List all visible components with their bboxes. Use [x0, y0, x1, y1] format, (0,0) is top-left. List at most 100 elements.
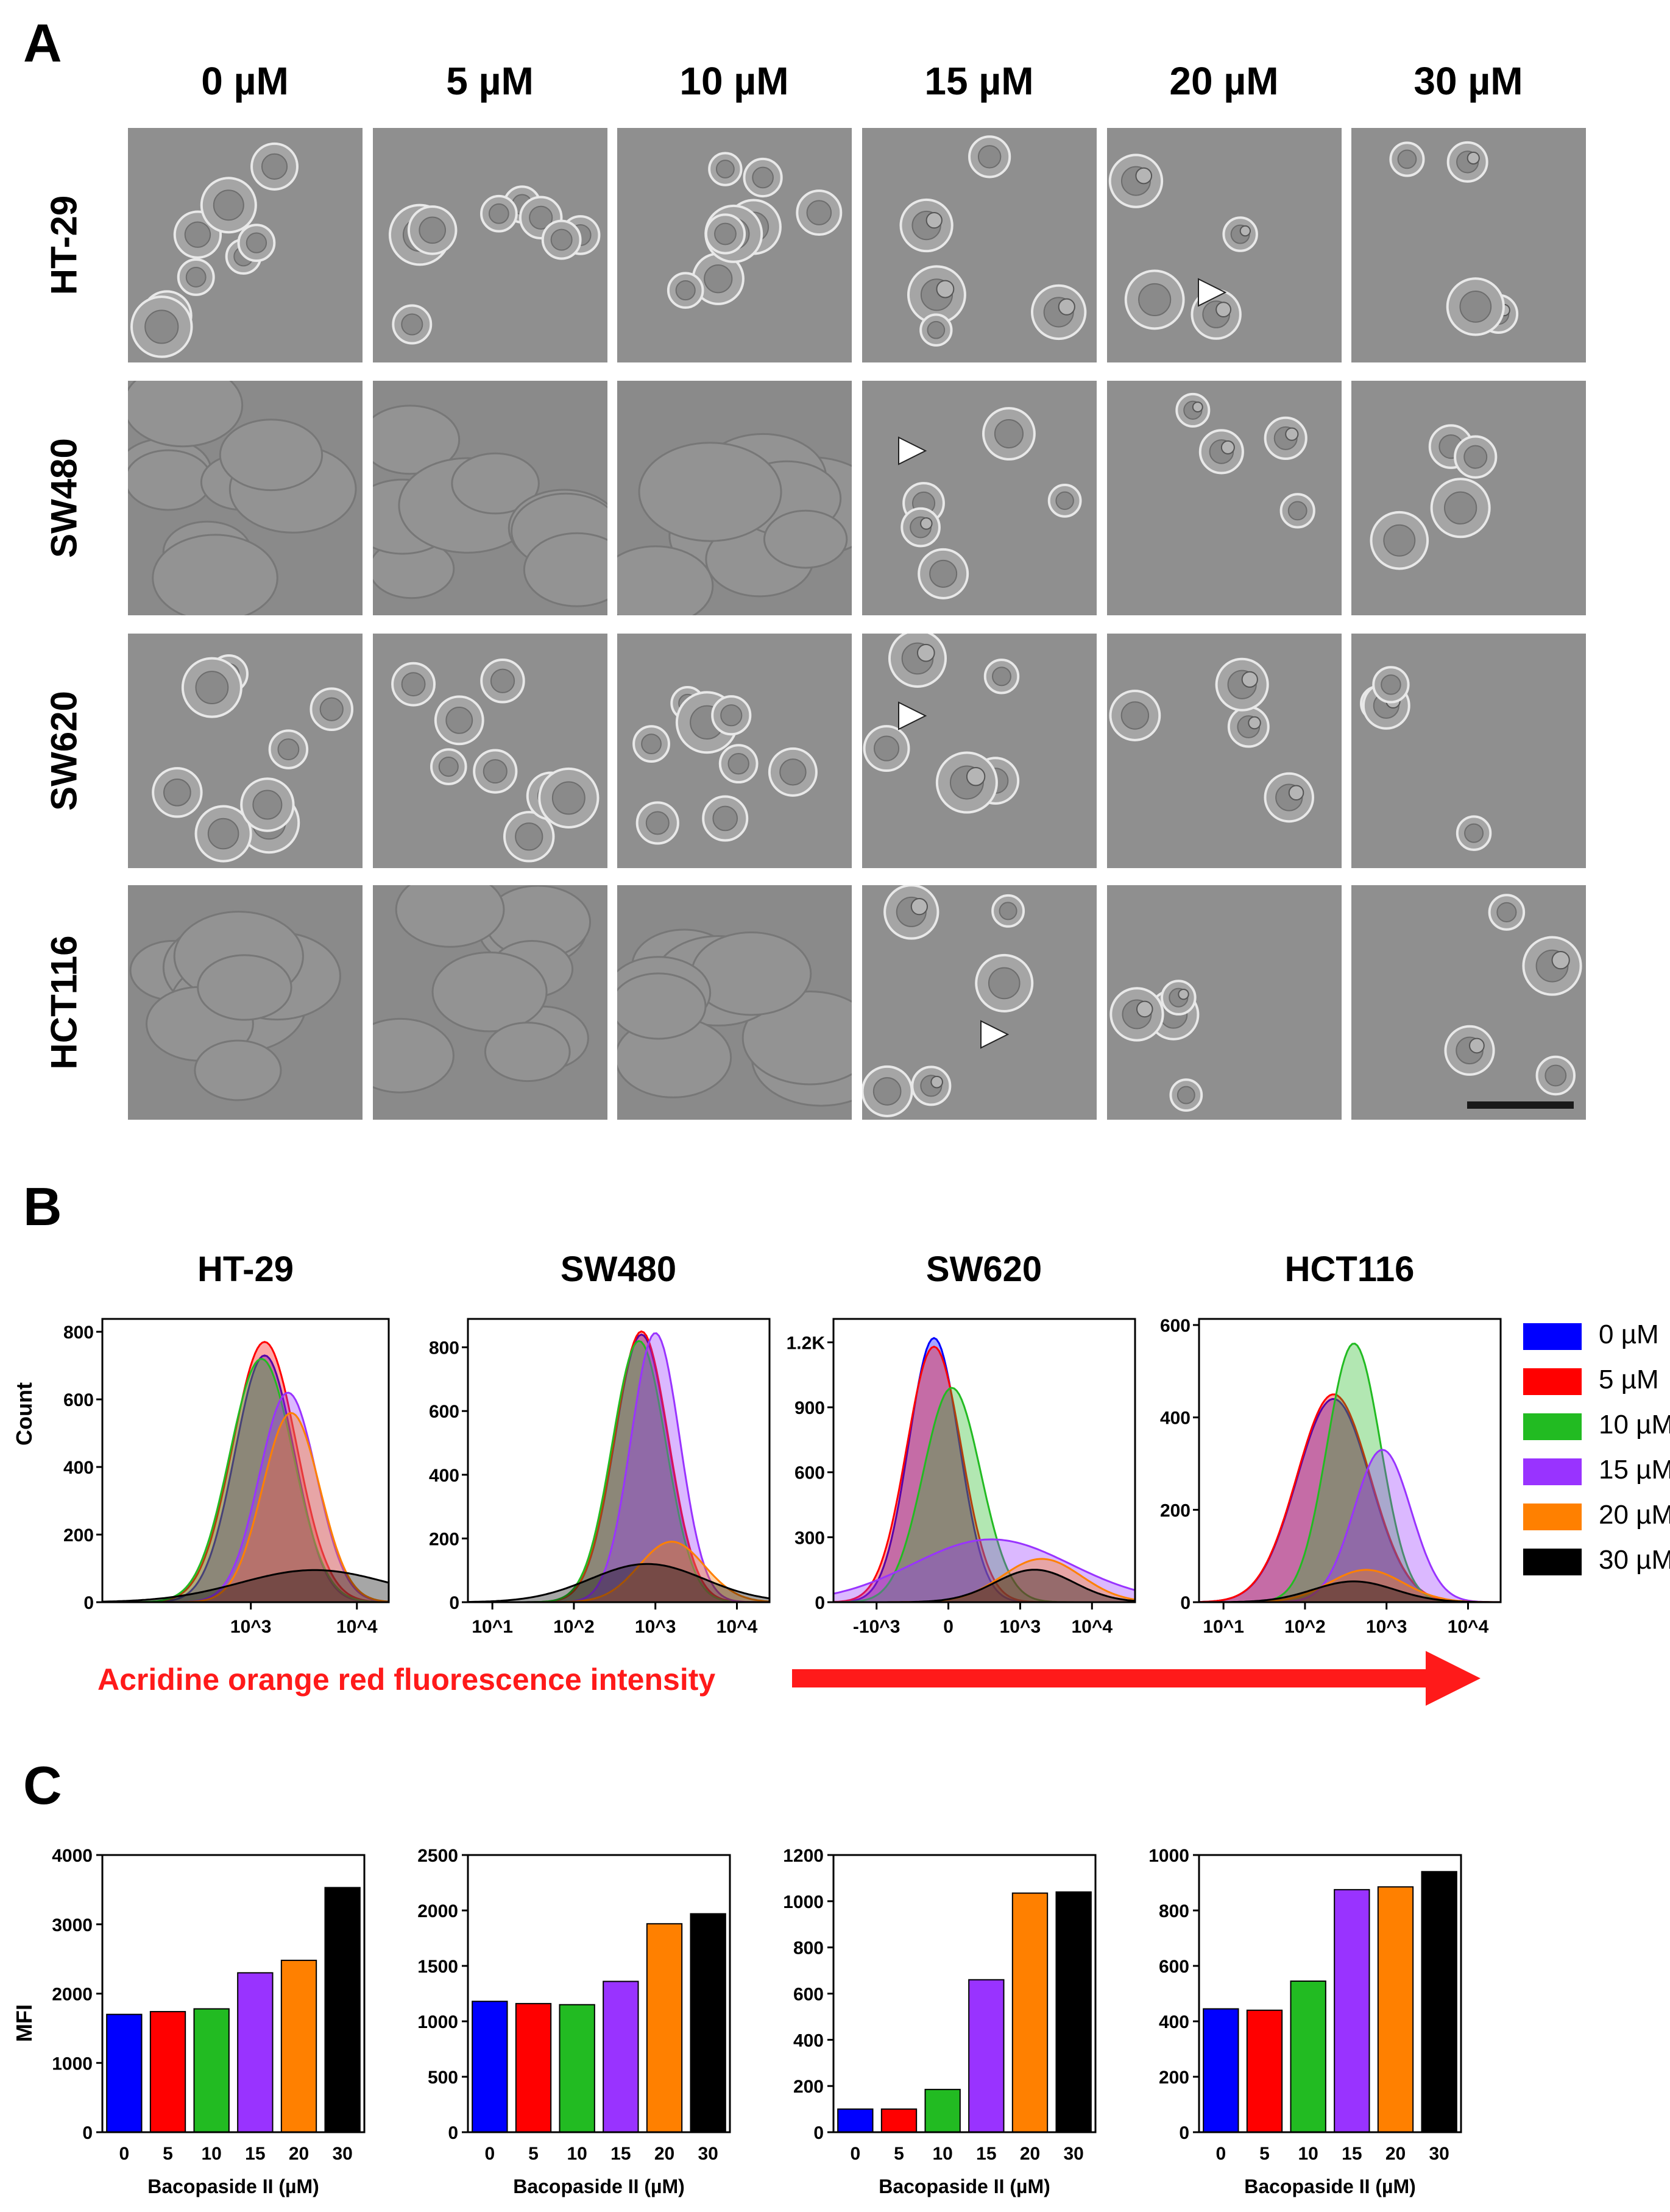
cell-nucleus	[712, 805, 738, 832]
y-tick-label: 1000	[52, 2054, 93, 2074]
micrograph-image	[617, 885, 852, 1120]
x-tick-label: 10^4	[1071, 1617, 1113, 1637]
cell-body	[152, 534, 278, 615]
arrowhead-marker	[980, 1020, 1010, 1049]
x-tick-label: 0	[850, 2144, 860, 2164]
y-tick-label: 1000	[1148, 1846, 1189, 1866]
panel-b-letter: B	[23, 1176, 62, 1237]
micrograph-image	[617, 381, 852, 615]
vacuole	[1215, 302, 1231, 318]
cell-nucleus	[872, 1077, 902, 1106]
y-tick-label: 0	[1179, 2123, 1189, 2143]
x-tick-label: 10^1	[1203, 1617, 1244, 1637]
y-tick-label: 400	[1160, 1408, 1191, 1429]
micrograph-tile	[373, 381, 607, 615]
micrograph-tile	[373, 885, 607, 1120]
micrograph-tile	[373, 128, 607, 362]
micrograph-image	[128, 885, 363, 1120]
x-tick-label: 30	[1429, 2144, 1449, 2164]
histogram-frame	[1198, 1318, 1502, 1603]
cell-nucleus	[252, 790, 283, 820]
histogram-plot: 0 200 400 600 800 10^1 10^2 10^3 10^4	[429, 1318, 771, 1637]
vacuole	[936, 280, 955, 299]
cell-line-label: HT-29	[43, 195, 85, 295]
bar-x-axis-label: Bacopaside II (µM)	[513, 2175, 685, 2197]
micrograph-tile	[1107, 885, 1342, 1120]
cell-nucleus	[401, 672, 426, 697]
x-tick-label: 20	[1020, 2144, 1040, 2164]
y-tick-label: 600	[794, 1463, 825, 1483]
micrograph-tile	[1107, 381, 1342, 615]
fluorescence-arrow-head	[1426, 1651, 1481, 1706]
cell-nucleus	[144, 309, 179, 344]
x-tick-label: -10^3	[853, 1617, 900, 1637]
y-tick-label: 0	[449, 1593, 459, 1613]
vacuole	[1178, 988, 1189, 1000]
y-tick-label: 800	[793, 1938, 824, 1959]
cell-body	[373, 1017, 455, 1094]
bar-chart-frame	[832, 1854, 1097, 2133]
micrograph-tile	[617, 634, 852, 868]
y-tick-label: 2000	[52, 1985, 93, 2005]
vacuole	[1288, 785, 1304, 800]
cell-nucleus	[184, 221, 211, 248]
micrograph-tile	[617, 885, 852, 1120]
cell-nucleus	[550, 228, 573, 251]
vacuole	[1248, 716, 1261, 730]
y-tick-label: 600	[1160, 1316, 1191, 1336]
fluorescence-arrow	[792, 1651, 1481, 1706]
y-tick-label: 2500	[417, 1846, 458, 1866]
vacuole	[1192, 401, 1203, 413]
cell-body	[395, 885, 505, 948]
y-tick-label: 900	[794, 1398, 825, 1418]
x-tick-label: 0	[943, 1617, 954, 1637]
y-tick-label: 1000	[783, 1892, 824, 1912]
micrograph-image	[862, 381, 1097, 615]
vacuole	[1467, 151, 1480, 165]
cell-line-label: SW480	[43, 437, 85, 558]
cell-nucleus	[438, 756, 459, 777]
cell-nucleus	[445, 706, 473, 734]
micrograph-tile	[128, 885, 363, 1120]
cell-nucleus	[488, 203, 509, 224]
vacuole	[1285, 427, 1299, 441]
x-tick-label: 30	[1063, 2144, 1083, 2164]
vacuole	[1058, 298, 1075, 316]
histogram-series-5	[467, 1563, 771, 1603]
mfi-bar	[968, 1979, 1005, 2133]
cell-nucleus	[806, 200, 832, 225]
micrograph-image	[1107, 381, 1342, 615]
micrograph-image	[128, 634, 363, 868]
panel-c-letter: C	[23, 1755, 62, 1815]
mfi-bar	[690, 1913, 726, 2133]
cell-nucleus	[1383, 524, 1416, 557]
mfi-bar	[515, 2002, 552, 2133]
bar-chart-frame	[101, 1854, 366, 2133]
legend-label: 20 µM	[1599, 1500, 1670, 1530]
vacuole	[930, 1075, 943, 1089]
y-tick-label: 800	[429, 1338, 459, 1359]
cell-nucleus	[1459, 291, 1492, 323]
x-tick-label: 10	[201, 2144, 221, 2164]
micrograph-tile	[1351, 885, 1586, 1120]
histogram-frame	[832, 1318, 1136, 1603]
micrograph-image	[1107, 128, 1342, 362]
cell-nucleus	[1544, 1064, 1567, 1087]
micrograph-tile	[1107, 128, 1342, 362]
legend-swatch	[1523, 1413, 1582, 1440]
y-tick-label: 600	[793, 1985, 824, 2005]
micrograph-image	[617, 634, 852, 868]
y-tick-label: 400	[1159, 2012, 1189, 2032]
legend-label: 10 µM	[1599, 1410, 1670, 1440]
micrograph-image	[373, 381, 607, 615]
y-tick-label: 400	[63, 1458, 94, 1478]
histogram-plot: 0 300 600 900 1.2K -10^3 0 10^3 10^4	[787, 1318, 1136, 1637]
mfi-bar	[646, 1923, 683, 2133]
cell-nucleus	[277, 738, 300, 761]
histogram-title: SW620	[925, 1249, 1042, 1289]
cell-line-label: HCT116	[43, 935, 85, 1070]
histogram-title: SW480	[560, 1249, 677, 1289]
cell-nucleus	[246, 232, 267, 253]
mfi-bar	[1203, 2008, 1239, 2133]
y-tick-label: 600	[63, 1390, 94, 1410]
